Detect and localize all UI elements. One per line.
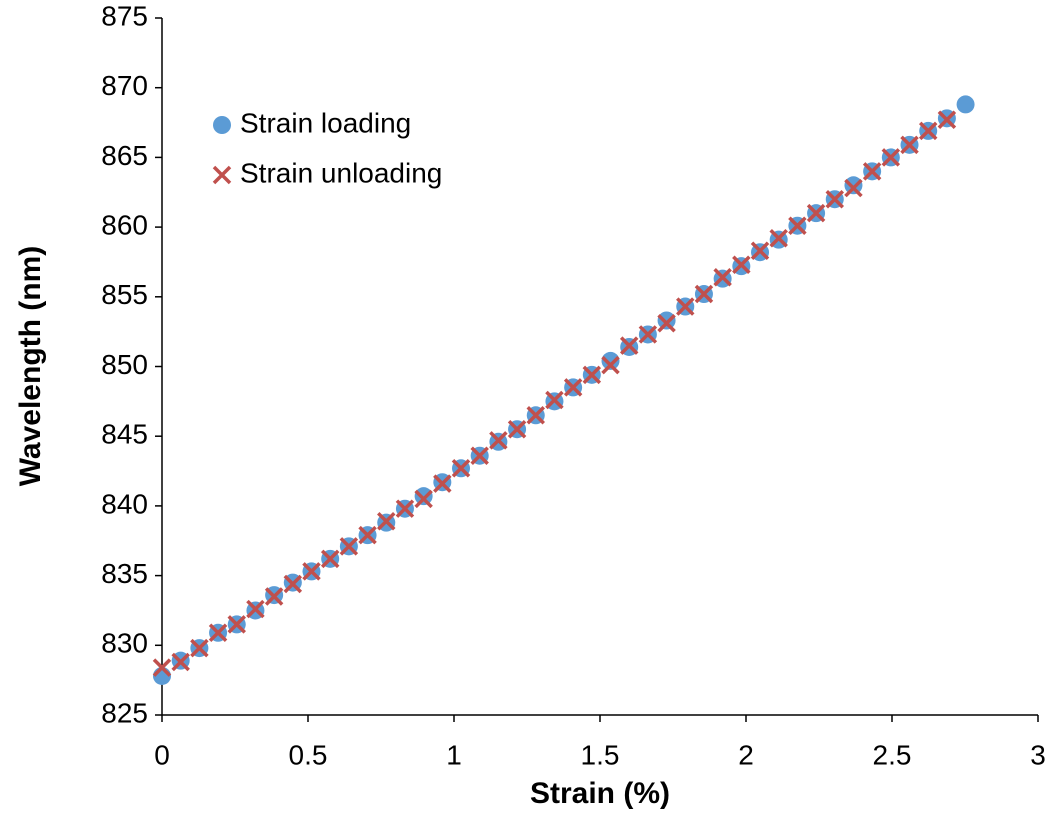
point xyxy=(657,311,676,330)
point xyxy=(676,297,695,316)
x-tick-label: 1.5 xyxy=(581,739,620,770)
point xyxy=(470,446,489,465)
point xyxy=(900,135,919,155)
point xyxy=(302,562,321,581)
point xyxy=(862,162,882,181)
legend-marker xyxy=(213,116,231,134)
point xyxy=(208,623,228,642)
y-tick-label: 875 xyxy=(101,0,148,31)
point xyxy=(377,511,396,531)
x-tick-label: 0.5 xyxy=(289,739,328,770)
point xyxy=(601,355,620,375)
y-tick-label: 850 xyxy=(101,349,148,380)
point xyxy=(227,615,246,634)
y-tick-label: 845 xyxy=(101,419,148,450)
y-tick-label: 840 xyxy=(101,488,148,519)
x-axis-title: Strain (%) xyxy=(530,777,670,810)
legend-marker xyxy=(212,165,232,185)
y-tick-label: 825 xyxy=(101,697,148,728)
legend-label: Strain loading xyxy=(240,107,411,138)
y-tick-label: 870 xyxy=(101,70,148,101)
x-tick-label: 3 xyxy=(1030,739,1046,770)
point xyxy=(563,378,583,397)
point xyxy=(788,216,807,235)
legend-label: Strain unloading xyxy=(240,157,442,188)
point xyxy=(358,525,377,545)
y-tick-label: 865 xyxy=(101,140,148,171)
point xyxy=(171,652,190,672)
point xyxy=(451,459,471,478)
point xyxy=(937,110,957,129)
point xyxy=(601,351,620,370)
point xyxy=(619,336,639,355)
point xyxy=(657,314,676,333)
point xyxy=(246,599,265,619)
point xyxy=(283,574,303,594)
point xyxy=(713,268,732,287)
point xyxy=(489,431,508,450)
point xyxy=(339,537,359,556)
y-tick-label: 830 xyxy=(101,628,148,659)
point xyxy=(881,148,901,167)
point xyxy=(507,419,527,439)
point xyxy=(825,189,845,209)
point xyxy=(526,406,545,425)
point xyxy=(414,489,433,509)
y-tick-label: 855 xyxy=(101,279,148,310)
point xyxy=(190,638,209,658)
y-axis-title: Wavelength (nm) xyxy=(14,246,47,487)
x-tick-label: 2.5 xyxy=(873,739,912,770)
point xyxy=(152,658,172,677)
point xyxy=(844,178,863,198)
point xyxy=(956,95,975,114)
point xyxy=(732,255,751,274)
point xyxy=(264,587,284,606)
y-tick-label: 860 xyxy=(101,209,148,240)
point xyxy=(395,499,415,518)
point xyxy=(769,229,788,248)
point xyxy=(918,121,938,141)
point xyxy=(433,474,452,493)
point xyxy=(545,390,564,410)
x-tick-label: 0 xyxy=(154,739,170,770)
point xyxy=(750,241,770,261)
point xyxy=(694,284,714,304)
x-tick-label: 2 xyxy=(738,739,754,770)
point xyxy=(414,487,433,506)
x-tick-label: 1 xyxy=(446,739,462,770)
point xyxy=(638,325,658,344)
y-tick-label: 835 xyxy=(101,558,148,589)
point xyxy=(582,365,602,385)
point xyxy=(844,176,863,195)
point xyxy=(806,203,826,223)
point xyxy=(320,549,340,569)
